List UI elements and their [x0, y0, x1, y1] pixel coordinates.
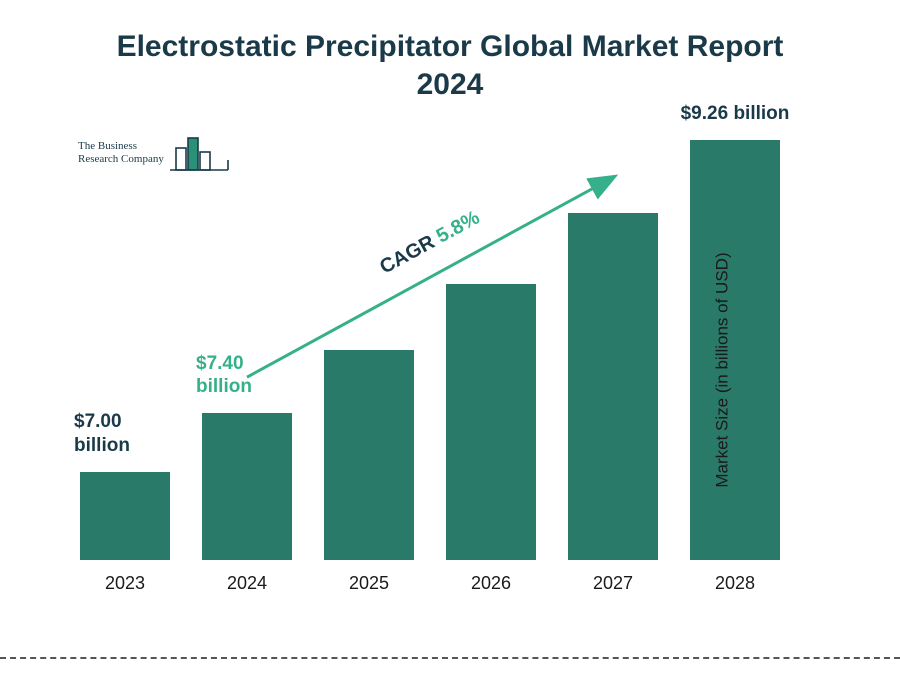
bar [690, 140, 780, 560]
x-axis-label: 2025 [349, 573, 389, 594]
footer-divider [0, 657, 900, 659]
bar [568, 213, 658, 560]
value-callout: $7.40billion [196, 352, 306, 400]
plot-area: 202320242025202620272028$7.00billion$7.4… [70, 140, 790, 560]
x-axis-label: 2028 [715, 573, 755, 594]
cagr-label: CAGR 5.8% [376, 207, 484, 280]
x-axis-label: 2026 [471, 573, 511, 594]
bar [202, 413, 292, 560]
x-axis-label: 2023 [105, 573, 145, 594]
value-callout: $9.26 billion [681, 102, 790, 126]
y-axis-label: Market Size (in billions of USD) [712, 252, 732, 487]
x-axis-label: 2024 [227, 573, 267, 594]
value-callout: $7.00billion [74, 410, 184, 458]
x-axis-label: 2027 [593, 573, 633, 594]
bar-chart: 2023 2024 2025 2026 2027 2028 $7.00billion$7.4… [70, 120, 830, 620]
bar [324, 350, 414, 560]
bar [80, 472, 170, 560]
page-title: Electrostatic Precipitator Global Market… [0, 0, 900, 113]
bar [446, 284, 536, 560]
cagr-arrow [70, 140, 790, 560]
